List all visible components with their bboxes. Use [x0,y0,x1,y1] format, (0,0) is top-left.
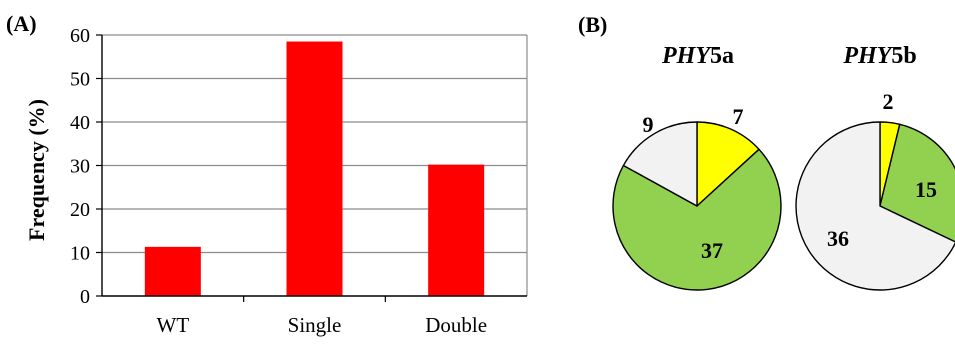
y-axis-label: Frequency (%) [24,99,49,241]
x-category-label: WT [157,313,190,337]
panel-b-label: (B) [578,12,607,37]
pie-label-gray: 9 [643,112,654,137]
pie-label-green: 15 [915,177,937,202]
pie-title-phy5a: PHY5a [661,43,734,69]
pie-title-italic: PHY [842,43,893,69]
pie-title-suffix: 5b [891,43,916,69]
y-tick-labels: 0 10 20 30 40 50 60 [70,25,90,308]
x-category-label: Single [288,313,342,337]
bar [428,164,485,296]
pie-slices [795,121,955,291]
pie-slice [696,121,760,207]
pie-slice [612,148,782,291]
pie-title-suffix: 5a [710,43,734,69]
y-tick-label: 20 [70,199,90,221]
pie-label-yellow: 7 [733,104,744,129]
pie-slice [795,121,955,291]
pie-slices [612,121,782,291]
bar [144,246,201,296]
y-tick-label: 0 [80,286,90,308]
pie-label-green: 37 [701,238,723,263]
pie-chart-phy5a: PHY5a 7 37 9 [612,43,782,291]
bar [286,41,343,297]
x-category-label: Double [425,313,487,337]
y-tick-label: 30 [70,156,90,178]
pie-chart-phy5b: PHY5b 2 15 36 [795,43,955,291]
pie-title-phy5b: PHY5b [842,43,916,69]
bar-axes [96,34,527,302]
bar-chart: 0 10 20 30 40 50 60 WT Single Double Frequency (… [24,25,528,337]
x-category-labels: WT Single Double [157,313,488,337]
y-tick-label: 40 [70,112,90,134]
y-tick-label: 10 [70,243,90,265]
bar-series [144,41,485,297]
pie-slice [622,121,698,207]
pie-title-italic: PHY [661,43,712,69]
pie-label-yellow: 2 [883,89,894,114]
y-tick-label: 60 [70,25,90,47]
panel-a-label: (A) [6,11,37,36]
pie-slice [879,123,955,243]
y-tick-label: 50 [70,69,90,91]
pie-label-gray: 36 [827,226,849,251]
